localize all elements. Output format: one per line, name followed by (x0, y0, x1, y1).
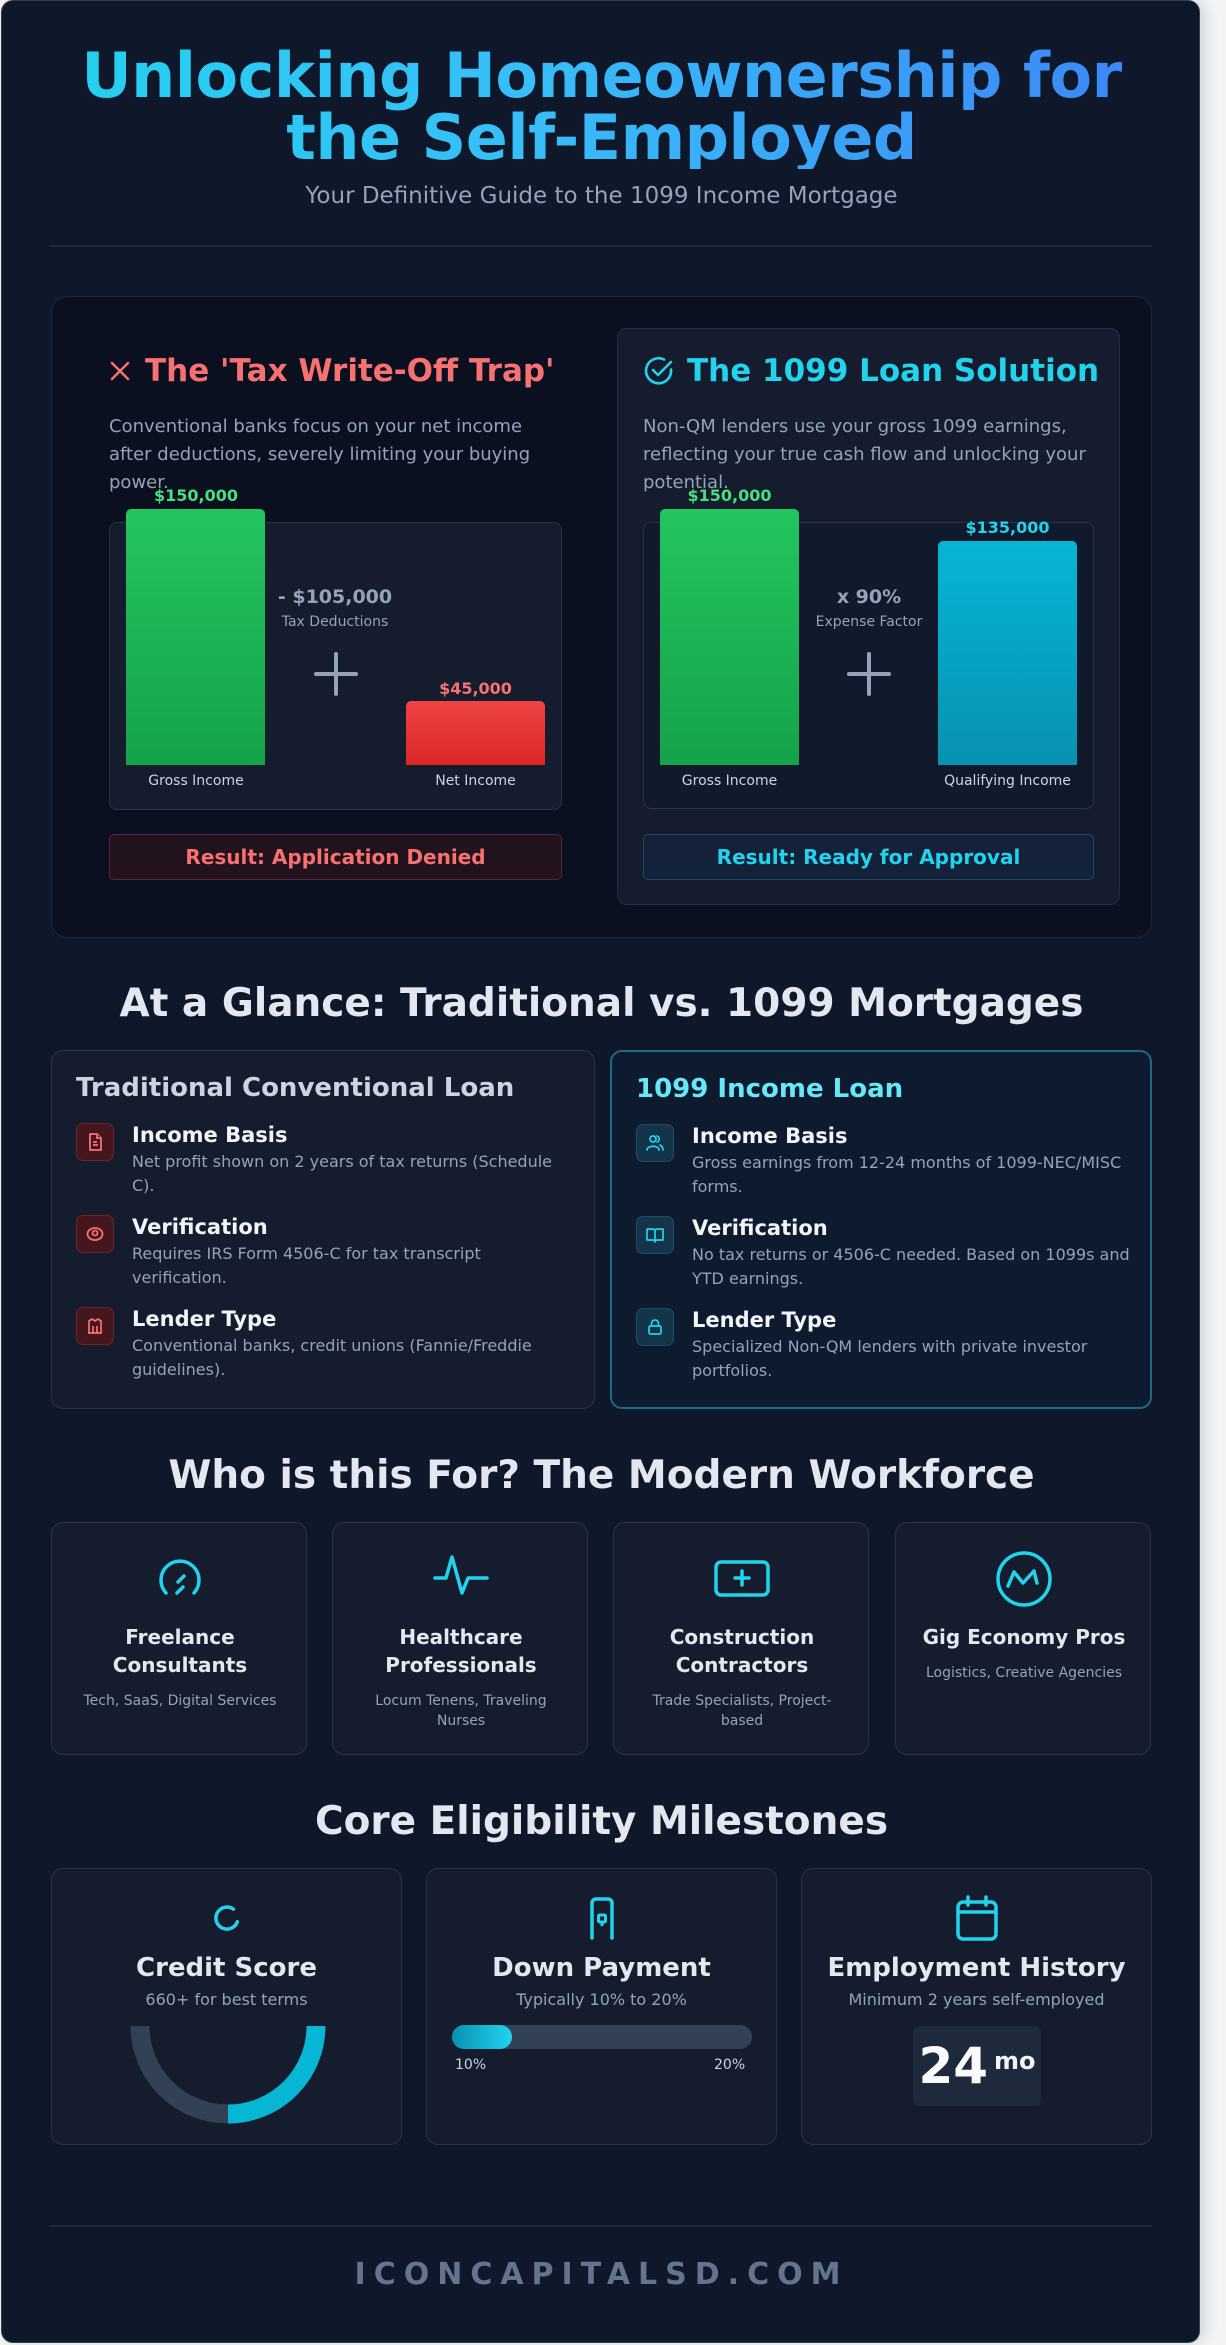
workforce-card: Gig Economy Pros Logistics, Creative Age… (895, 1522, 1151, 1755)
x-icon (110, 361, 130, 381)
trap-net-bar (406, 701, 545, 765)
item-title: Income Basis (692, 1124, 848, 1148)
employment-value: 24 (918, 2037, 989, 2095)
solution-description: Non-QM lenders use your gross 1099 earni… (643, 416, 1086, 493)
down-payment-title: Down Payment (492, 1953, 711, 1983)
item-desc: Net profit shown on 2 years of tax retur… (132, 1152, 553, 1195)
workforce-heading: Who is this For? The Modern Workforce (168, 1453, 1035, 1498)
employment-unit: mo (994, 2047, 1036, 2075)
workforce-card: Freelance Consultants Tech, SaaS, Digita… (51, 1522, 307, 1755)
eye-icon (76, 1215, 114, 1253)
item-title: Income Basis (132, 1123, 288, 1147)
door-icon (590, 1897, 614, 1940)
employment-value-box: 24 mo (913, 2026, 1041, 2106)
document-icon (76, 1123, 114, 1161)
trap-gross-bar (126, 509, 265, 765)
title-line-1: Unlocking Homeownership for (81, 39, 1122, 112)
down-payment-subtitle: Typically 10% to 20% (516, 1990, 687, 2009)
trap-description: Conventional banks focus on your net inc… (109, 416, 531, 493)
footer-divider (50, 2225, 1152, 2227)
bank-icon (76, 1307, 114, 1345)
item-title: Verification (132, 1215, 268, 1239)
workforce-card-subtitle: Locum Tenens, Traveling Nurses (375, 1693, 547, 1729)
workforce-card-title: Gig Economy Pros (922, 1625, 1126, 1649)
item-desc: Gross earnings from 12-24 months of 1099… (692, 1153, 1122, 1196)
down-payment-card: Down Payment Typically 10% to 20% 10% 20… (426, 1868, 777, 2145)
item-desc: Specialized Non-QM lenders with private … (692, 1337, 1088, 1380)
trap-net-label: Net Income (435, 773, 516, 789)
chart-circle-icon (996, 1551, 1052, 1607)
plus-icon (847, 652, 891, 696)
medical-case-icon (714, 1560, 770, 1597)
workforce-card: Healthcare Professionals Locum Tenens, T… (332, 1522, 588, 1755)
down-payment-max-label: 20% (714, 2057, 746, 2073)
traditional-loan-title: Traditional Conventional Loan (76, 1073, 515, 1103)
workforce-card: Construction Contractors Trade Specialis… (613, 1522, 869, 1755)
page-title: Unlocking Homeownership for the Self-Emp… (2, 45, 1201, 169)
credit-score-gauge (130, 2025, 326, 2124)
solution-qualifying-value: $135,000 (965, 518, 1050, 537)
traditional-loan-card: Traditional Conventional Loan Income Bas… (51, 1050, 595, 1409)
footer-domain: ICONCAPITALSD.COM (354, 2257, 849, 2292)
pulse-icon (433, 1555, 489, 1595)
trap-operation-label: Tax Deductions (281, 614, 389, 630)
workforce-card-subtitle: Logistics, Creative Agencies (925, 1665, 1123, 1681)
item-title: Lender Type (692, 1308, 837, 1332)
workforce-card-title: Construction Contractors (669, 1625, 815, 1677)
solution-qualifying-bar (938, 541, 1077, 765)
trap-net-value: $45,000 (439, 679, 512, 698)
plus-icon (314, 652, 358, 696)
credit-score-title: Credit Score (136, 1953, 317, 1983)
divider (50, 245, 1152, 247)
solution-operation-value: x 90% (836, 586, 902, 608)
title-line-2: the Self-Employed (286, 101, 917, 174)
workforce-card-subtitle: Trade Specialists, Project-based (652, 1693, 832, 1729)
trap-gross-value: $150,000 (153, 486, 238, 505)
item-title: Verification (692, 1216, 828, 1240)
gauge-icon (159, 1559, 201, 1595)
milestones-heading: Core Eligibility Milestones (314, 1799, 889, 1844)
solution-result-badge: Result: Ready for Approval (643, 834, 1094, 880)
item-desc: Requires IRS Form 4506-C for tax transcr… (132, 1244, 481, 1287)
book-open-icon (636, 1216, 674, 1254)
employment-subtitle: Minimum 2 years self-employed (848, 1990, 1105, 2009)
users-icon (636, 1124, 674, 1162)
solution-title-text: The 1099 Loan Solution (687, 353, 1100, 389)
loading-ring-icon (214, 1905, 240, 1931)
solution-gross-value: $150,000 (687, 486, 772, 505)
workforce-card-title: Healthcare Professionals (385, 1625, 537, 1677)
workforce-card-subtitle: Tech, SaaS, Digital Services (83, 1693, 277, 1709)
credit-score-subtitle: 660+ for best terms (145, 1990, 308, 2009)
employment-history-card: Employment History Minimum 2 years self-… (801, 1868, 1152, 2145)
solution-gross-bar (660, 509, 799, 765)
solution-operation-label: Expense Factor (815, 614, 923, 630)
down-payment-progress-track (452, 2025, 752, 2049)
employment-title: Employment History (827, 1953, 1126, 1983)
calendar-icon (956, 1895, 998, 1941)
trap-result-badge: Result: Application Denied (109, 834, 562, 880)
solution-gross-label: Gross Income (681, 773, 778, 789)
workforce-card-title: Freelance Consultants (112, 1625, 248, 1677)
down-payment-progress-fill (452, 2025, 512, 2049)
trap-gross-label: Gross Income (148, 773, 244, 789)
infographic-page: Unlocking Homeownership for the Self-Emp… (1, 0, 1200, 2343)
item-desc: Conventional banks, credit unions (Fanni… (132, 1336, 532, 1379)
page-subtitle: Your Definitive Guide to the 1099 Income… (305, 183, 898, 209)
glance-heading: At a Glance: Traditional vs. 1099 Mortga… (119, 981, 1084, 1026)
item-desc: No tax returns or 4506-C needed. Based o… (692, 1245, 1130, 1288)
solution-qualifying-label: Qualifying Income (944, 773, 1071, 789)
credit-score-card: Credit Score 660+ for best terms (51, 1868, 402, 2145)
item-title: Lender Type (132, 1307, 277, 1331)
down-payment-min-label: 10% (455, 2057, 487, 2073)
trap-title: The 'Tax Write-Off Trap' (109, 351, 555, 391)
trap-operation-value: - $105,000 (277, 586, 393, 608)
check-circle-icon (644, 356, 673, 385)
lock-icon (636, 1308, 674, 1346)
solution-title: The 1099 Loan Solution (643, 351, 1099, 391)
1099-loan-title: 1099 Income Loan (636, 1074, 904, 1104)
trap-title-text: The 'Tax Write-Off Trap' (145, 353, 555, 389)
1099-loan-card: 1099 Income Loan Income Basis Gross earn… (610, 1050, 1152, 1409)
